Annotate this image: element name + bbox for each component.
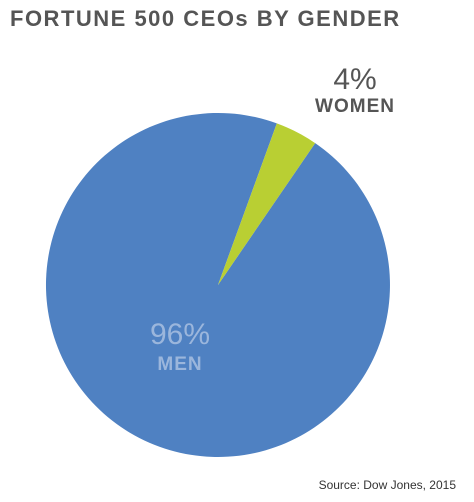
men-percent-label: 96% (150, 318, 210, 351)
women-category-label: WOMEN (315, 96, 395, 117)
women-percent-label: 4% (333, 63, 376, 96)
chart-title: FORTUNE 500 CEOs BY GENDER (10, 6, 401, 31)
men-category-label: MEN (157, 354, 202, 375)
pie-slice-women (218, 123, 316, 286)
source-note: Source: Dow Jones, 2015 (318, 478, 456, 492)
pie-slice-men (45, 112, 390, 457)
